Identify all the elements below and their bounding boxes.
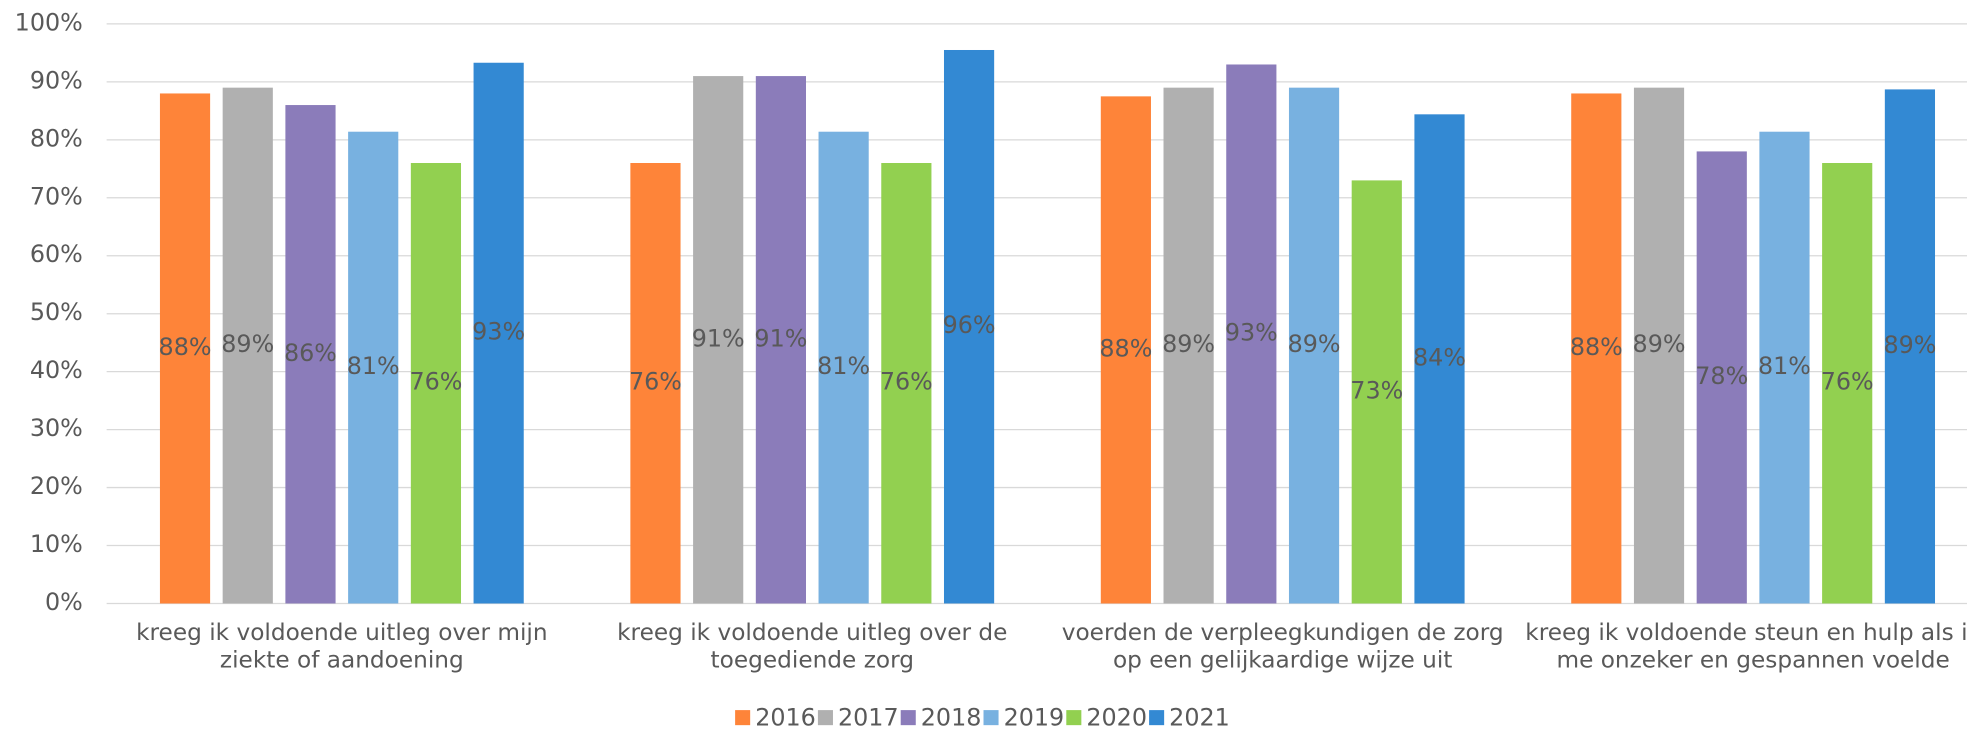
data-label: 81% xyxy=(1758,352,1811,380)
bar xyxy=(755,76,806,604)
data-label: 84% xyxy=(1413,343,1466,371)
data-label: 81% xyxy=(347,352,400,380)
data-label: 89% xyxy=(1162,330,1215,358)
y-tick-label: 40% xyxy=(30,356,83,384)
y-tick-label: 20% xyxy=(30,472,83,500)
legend-swatch xyxy=(983,710,999,726)
legend-swatch xyxy=(817,710,833,726)
data-label: 76% xyxy=(880,368,933,396)
data-label: 81% xyxy=(817,352,870,380)
bar xyxy=(159,93,211,604)
data-label: 76% xyxy=(1821,368,1874,396)
data-label: 86% xyxy=(284,339,337,367)
y-tick-label: 90% xyxy=(30,66,83,94)
bar xyxy=(693,76,744,604)
bar xyxy=(473,62,524,604)
legend-swatch xyxy=(900,710,916,726)
x-label-box: voerden de verpleegkundigen de zorg op e… xyxy=(1061,619,1504,674)
x-tick-label: voerden de verpleegkundigen de zorg op e… xyxy=(1061,619,1504,674)
legend-swatch xyxy=(735,710,751,726)
data-label: 76% xyxy=(409,368,462,396)
bar xyxy=(943,49,995,604)
y-tick-label: 100% xyxy=(15,8,83,36)
y-tick-label: 60% xyxy=(30,240,83,268)
legend-label: 2021 xyxy=(1169,703,1230,729)
legend-label: 2017 xyxy=(838,703,899,729)
bar xyxy=(1633,87,1685,604)
bar xyxy=(1822,163,1873,604)
bar xyxy=(1100,96,1151,604)
bar xyxy=(222,87,273,604)
data-label: 91% xyxy=(754,324,807,352)
legend-label: 2018 xyxy=(921,703,982,729)
x-tick-label: kreeg ik voldoende uitleg over mijn ziek… xyxy=(136,619,548,674)
legend-label: 2016 xyxy=(755,703,816,729)
bar xyxy=(630,163,681,604)
bar xyxy=(285,105,336,604)
data-label: 89% xyxy=(1288,330,1341,358)
data-label: 73% xyxy=(1350,376,1403,404)
y-tick-label: 50% xyxy=(30,298,83,326)
data-label: 89% xyxy=(1883,331,1936,359)
y-tick-label: 80% xyxy=(30,124,83,152)
bar xyxy=(1884,89,1936,604)
legend-swatch xyxy=(1149,710,1165,726)
x-label-box: kreeg ik voldoende uitleg over mijn ziek… xyxy=(136,619,548,674)
bar xyxy=(881,163,932,604)
data-label: 93% xyxy=(472,318,525,346)
data-label: 88% xyxy=(1570,333,1623,361)
data-label: 89% xyxy=(221,330,274,358)
x-label-box: kreeg ik voldoende uitleg over de toeged… xyxy=(617,619,1008,674)
data-label: 93% xyxy=(1225,318,1278,346)
bar xyxy=(1414,114,1465,604)
x-tick-label: kreeg ik voldoende uitleg over de toeged… xyxy=(617,619,1008,674)
legend-label: 2020 xyxy=(1086,703,1147,729)
bar xyxy=(1759,131,1810,604)
data-label: 89% xyxy=(1633,330,1686,358)
data-label: 91% xyxy=(692,324,745,352)
data-label: 78% xyxy=(1695,362,1748,390)
data-label: 88% xyxy=(1099,334,1152,362)
bar xyxy=(1226,64,1277,604)
bar xyxy=(348,131,399,604)
bar xyxy=(410,163,462,604)
bar xyxy=(1288,87,1340,604)
y-tick-label: 30% xyxy=(30,414,83,442)
legend-swatch xyxy=(1066,710,1082,726)
data-label: 88% xyxy=(159,333,212,361)
data-label: 76% xyxy=(629,368,682,396)
legend-label: 2019 xyxy=(1004,703,1065,729)
bar xyxy=(1571,93,1622,604)
x-tick-label: kreeg ik voldoende steun en hulp als ik … xyxy=(1525,619,1967,674)
data-label: 96% xyxy=(943,311,996,339)
y-tick-label: 70% xyxy=(30,182,83,210)
bar xyxy=(818,131,869,604)
bar xyxy=(1163,87,1214,604)
bar xyxy=(1351,180,1402,604)
x-label-box: kreeg ik voldoende steun en hulp als ik … xyxy=(1525,619,1967,674)
y-tick-label: 0% xyxy=(45,588,83,616)
bar xyxy=(1696,151,1747,604)
y-tick-label: 10% xyxy=(30,530,83,558)
